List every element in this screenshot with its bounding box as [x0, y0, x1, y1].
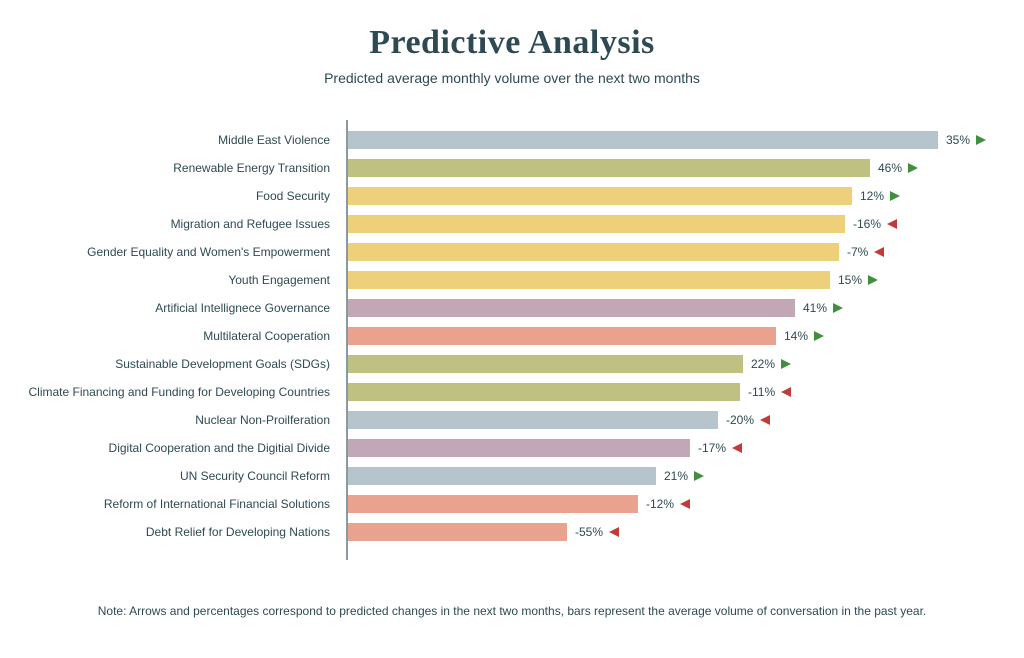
chart-row: Sustainable Development Goals (SDGs) 22%: [0, 350, 1024, 378]
arrow-up-icon: [814, 331, 824, 341]
chart-row: Gender Equality and Women's Empowerment -…: [0, 238, 1024, 266]
chart-title: Predictive Analysis: [0, 24, 1024, 62]
bar-value-group: -16%: [853, 210, 897, 238]
bar-value-group: -17%: [698, 434, 742, 462]
arrow-down-icon: [680, 499, 690, 509]
arrow-up-icon: [694, 471, 704, 481]
bar: [348, 439, 690, 457]
bar: [348, 159, 870, 177]
bar-value: 12%: [860, 189, 884, 203]
bar-label: Food Security: [0, 189, 338, 203]
chart-row: Reform of International Financial Soluti…: [0, 490, 1024, 518]
bar-value: 14%: [784, 329, 808, 343]
bar-value-group: -7%: [847, 238, 884, 266]
chart-row: Nuclear Non-Proilferation -20%: [0, 406, 1024, 434]
bar: [348, 355, 743, 373]
bar-value: 46%: [878, 161, 902, 175]
arrow-up-icon: [833, 303, 843, 313]
bar-label: UN Security Council Reform: [0, 469, 338, 483]
bar-label: Multilateral Cooperation: [0, 329, 338, 343]
bar: [348, 495, 638, 513]
chart-row: Migration and Refugee Issues -16%: [0, 210, 1024, 238]
arrow-up-icon: [890, 191, 900, 201]
chart-row: Youth Engagement 15%: [0, 266, 1024, 294]
bar: [348, 467, 656, 485]
chart-row: Food Security 12%: [0, 182, 1024, 210]
chart-subtitle: Predicted average monthly volume over th…: [0, 70, 1024, 86]
bar-value-group: -20%: [726, 406, 770, 434]
bar-label: Renewable Energy Transition: [0, 161, 338, 175]
bar-value: 35%: [946, 133, 970, 147]
bar: [348, 299, 795, 317]
bar: [348, 523, 567, 541]
bar-value-group: 35%: [946, 126, 986, 154]
chart-area: Middle East Violence 35% Renewable Energy …: [0, 120, 1024, 580]
chart-row: Artificial Intellignece Governance 41%: [0, 294, 1024, 322]
arrow-down-icon: [781, 387, 791, 397]
bar-value: 21%: [664, 469, 688, 483]
bar-value: 15%: [838, 273, 862, 287]
bar-value-group: 21%: [664, 462, 704, 490]
chart-row: Digital Cooperation and the Digitial Div…: [0, 434, 1024, 462]
chart-footnote: Note: Arrows and percentages correspond …: [0, 604, 1024, 618]
bar-value-group: 12%: [860, 182, 900, 210]
bar-label: Reform of International Financial Soluti…: [0, 497, 338, 511]
bar-value: -7%: [847, 245, 868, 259]
bar: [348, 383, 740, 401]
bar-value-group: -12%: [646, 490, 690, 518]
bar-label: Debt Relief for Developing Nations: [0, 525, 338, 539]
bar-value: 22%: [751, 357, 775, 371]
arrow-down-icon: [732, 443, 742, 453]
bar-value-group: 46%: [878, 154, 918, 182]
arrow-down-icon: [609, 527, 619, 537]
bar: [348, 187, 852, 205]
arrow-up-icon: [868, 275, 878, 285]
arrow-down-icon: [887, 219, 897, 229]
bar-value: -55%: [575, 525, 603, 539]
chart-row: Middle East Violence 35%: [0, 126, 1024, 154]
bar-label: Gender Equality and Women's Empowerment: [0, 245, 338, 259]
bar-label: Youth Engagement: [0, 273, 338, 287]
arrow-up-icon: [781, 359, 791, 369]
bar-value-group: 41%: [803, 294, 843, 322]
chart-row: Multilateral Cooperation 14%: [0, 322, 1024, 350]
bar: [348, 327, 776, 345]
bar: [348, 243, 839, 261]
chart-row: UN Security Council Reform 21%: [0, 462, 1024, 490]
bar-label: Sustainable Development Goals (SDGs): [0, 357, 338, 371]
bar-label: Nuclear Non-Proilferation: [0, 413, 338, 427]
arrow-up-icon: [908, 163, 918, 173]
bar-label: Digital Cooperation and the Digitial Div…: [0, 441, 338, 455]
arrow-up-icon: [976, 135, 986, 145]
chart-row: Debt Relief for Developing Nations -55%: [0, 518, 1024, 546]
arrow-down-icon: [760, 415, 770, 425]
bar: [348, 411, 718, 429]
bar-value-group: -55%: [575, 518, 619, 546]
bar-label: Middle East Violence: [0, 133, 338, 147]
bar-label: Climate Financing and Funding for Develo…: [0, 385, 338, 399]
bar-value: -12%: [646, 497, 674, 511]
bar-value-group: 22%: [751, 350, 791, 378]
bar-label: Migration and Refugee Issues: [0, 217, 338, 231]
bar-value: -11%: [748, 385, 775, 399]
bar-value: -17%: [698, 441, 726, 455]
bar: [348, 215, 845, 233]
bar-label: Artificial Intellignece Governance: [0, 301, 338, 315]
bar-value: -16%: [853, 217, 881, 231]
bar-value-group: -11%: [748, 378, 791, 406]
bar: [348, 131, 938, 149]
arrow-down-icon: [874, 247, 884, 257]
bar-value: -20%: [726, 413, 754, 427]
chart-row: Renewable Energy Transition 46%: [0, 154, 1024, 182]
bar: [348, 271, 830, 289]
chart-row: Climate Financing and Funding for Develo…: [0, 378, 1024, 406]
bar-value-group: 15%: [838, 266, 878, 294]
bar-value: 41%: [803, 301, 827, 315]
predictive-analysis-chart: Predictive Analysis Predicted average mo…: [0, 0, 1024, 658]
bar-value-group: 14%: [784, 322, 824, 350]
